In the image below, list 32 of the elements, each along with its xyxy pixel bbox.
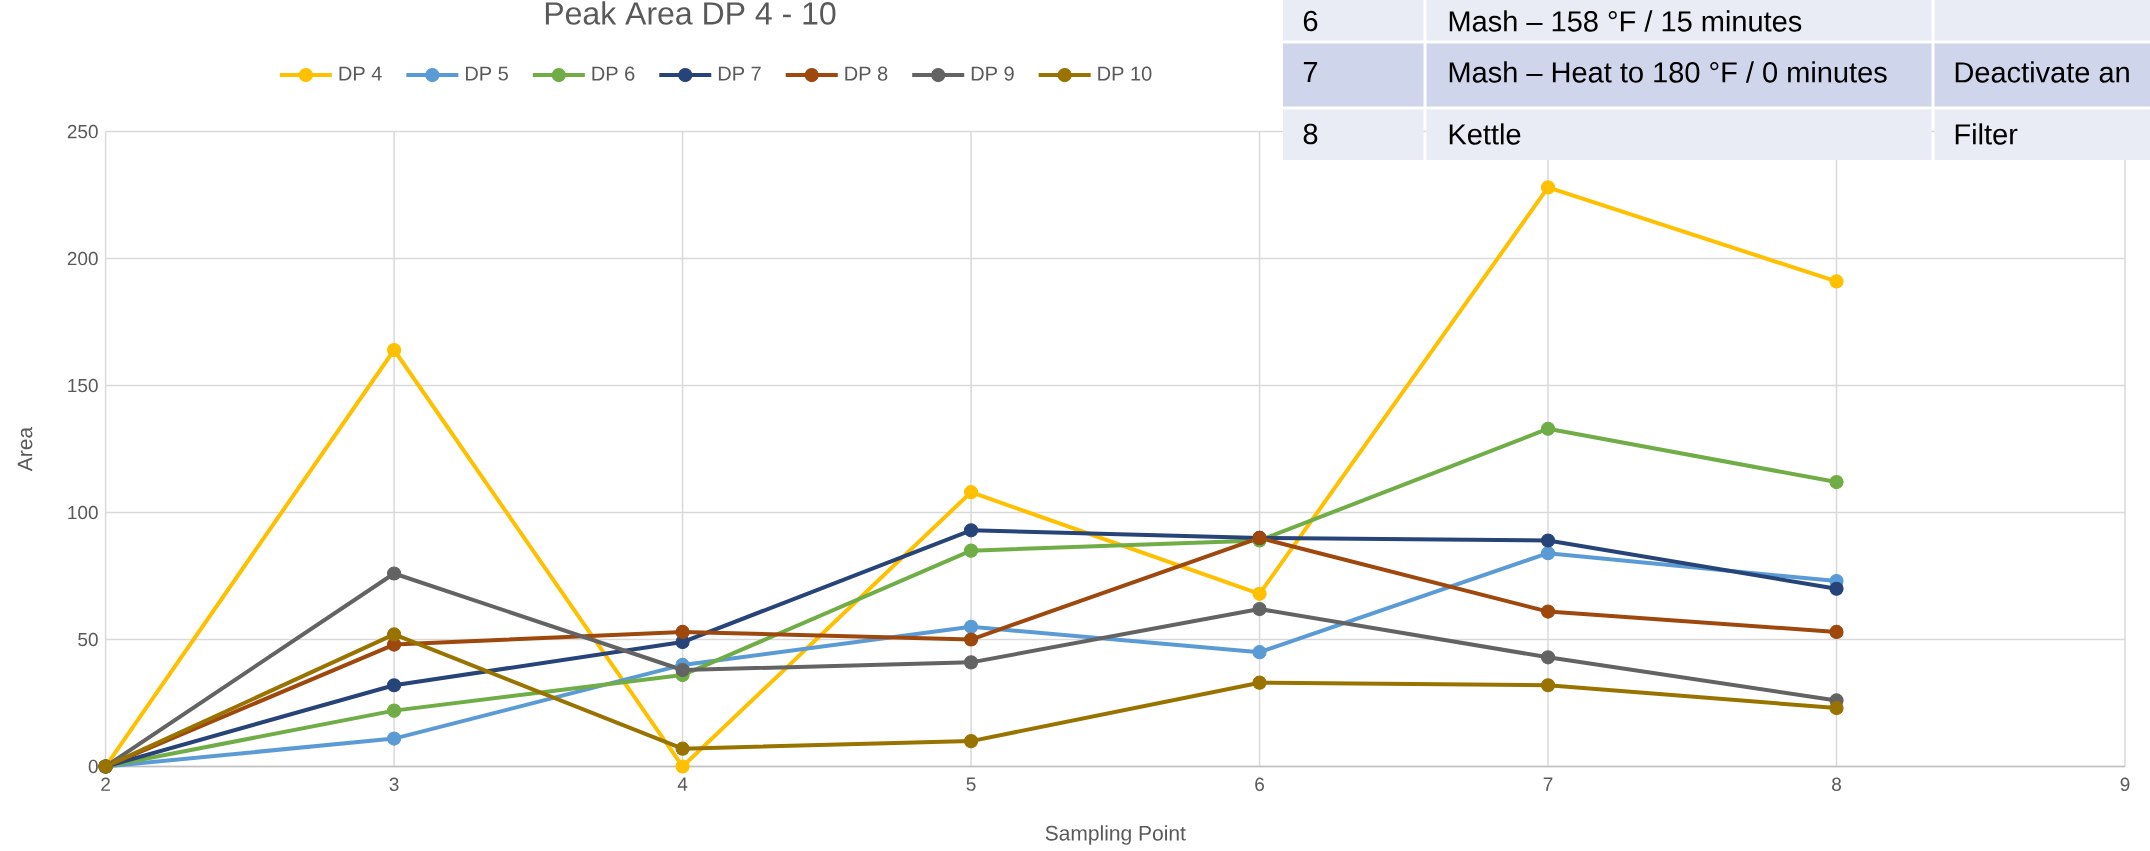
y-tick-label: 50 bbox=[78, 632, 98, 647]
text: Deactivate an bbox=[1955, 61, 2129, 83]
x-tick-label: 8 bbox=[1832, 777, 1841, 792]
x-tick-label: 6 bbox=[1255, 777, 1264, 792]
x-tick-label: 2 bbox=[101, 777, 110, 791]
legend-label: DP 5 bbox=[465, 66, 508, 81]
legend-label: DP 4 bbox=[339, 66, 382, 81]
y-axis-title: Area bbox=[17, 426, 33, 472]
annotation: Kettle bbox=[1449, 123, 1521, 145]
legend-label: DP 10 bbox=[1098, 66, 1152, 81]
y-tick-label: 200 bbox=[67, 251, 98, 266]
x-axis-title: Sampling Point bbox=[1045, 825, 1186, 845]
text: 7 bbox=[1303, 62, 1318, 82]
text: Mash – 158 °F / 15 minutes bbox=[1449, 10, 1802, 32]
text: Mash – Heat to 180 °F / 0 minutes bbox=[1449, 61, 1887, 83]
text: 6 bbox=[1303, 10, 1318, 32]
x-tick-label: 4 bbox=[677, 777, 688, 791]
legend-label: DP 8 bbox=[845, 66, 888, 81]
y-tick-label: 100 bbox=[68, 505, 98, 520]
legend-label: DP 6 bbox=[592, 66, 635, 81]
y-tick-label: 250 bbox=[67, 124, 98, 139]
y-tick-label: 0 bbox=[88, 759, 98, 774]
x-tick-label: 7 bbox=[1543, 777, 1553, 791]
x-tick-label: 5 bbox=[966, 777, 976, 791]
x-tick-label: 3 bbox=[389, 777, 399, 792]
annotation: 8 bbox=[1303, 123, 1318, 145]
x-tick-label: 9 bbox=[2120, 777, 2130, 792]
legend-label: DP 7 bbox=[718, 66, 761, 81]
chart-title: Peak Area DP 4 - 10 bbox=[545, 1, 836, 25]
legend-label: DP 9 bbox=[971, 66, 1014, 81]
y-tick-label: 150 bbox=[68, 378, 98, 393]
annotation: Filter bbox=[1955, 123, 2018, 145]
